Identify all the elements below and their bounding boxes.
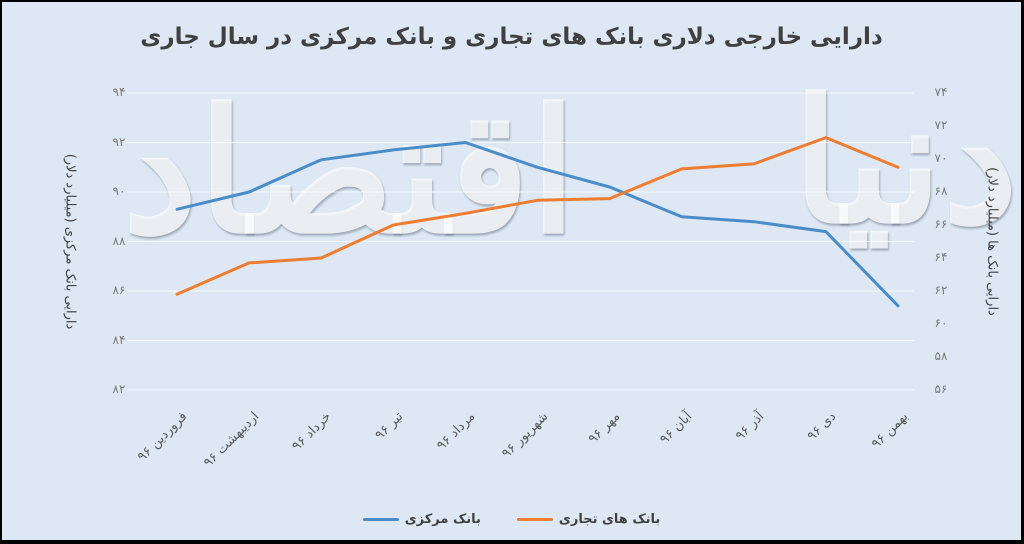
right-tick-label: ۵۶ <box>934 382 948 396</box>
legend-item-commercial[interactable]: بانک های تجاری <box>516 512 661 527</box>
legend-swatch-central <box>362 518 399 521</box>
right-tick-label: ۷۴ <box>934 85 948 99</box>
right-tick-label: ۶۸ <box>934 184 948 198</box>
legend: بانک های تجاری بانک مرکزی <box>2 512 1021 527</box>
left-tick-label: ۸۶ <box>112 283 126 297</box>
right-tick-label: ۷۰ <box>934 151 948 165</box>
series-line-central <box>175 141 900 308</box>
chart-title: دارایی خارجی دلاری بانک های تجاری و بانک… <box>140 24 883 50</box>
right-axis-title: دارایی بانک ها (میلیارد دلار) <box>984 167 1000 316</box>
left-tick-label: ۸۲ <box>112 382 126 396</box>
left-tick-label: ۹۰ <box>112 184 126 198</box>
right-tick-label: ۶۲ <box>934 283 948 297</box>
left-tick-label: ۹۴ <box>112 85 126 99</box>
left-tick-label: ۹۲ <box>112 134 126 149</box>
right-tick-label: ۶۴ <box>934 250 948 264</box>
legend-label-central: بانک مرکزی <box>404 512 481 527</box>
legend-swatch-commercial <box>516 518 553 521</box>
left-tick-label: ۸۴ <box>112 332 126 347</box>
right-tick-label: ۶۶ <box>934 217 948 231</box>
right-tick-label: ۶۰ <box>934 316 948 330</box>
legend-label-commercial: بانک های تجاری <box>558 512 661 527</box>
left-axis-title: دارایی بانک مرکزی (میلیارد دلار) <box>62 153 78 330</box>
right-tick-label: ۵۸ <box>934 349 948 363</box>
series-line-commercial <box>175 136 900 296</box>
legend-item-central[interactable]: بانک مرکزی <box>362 512 481 527</box>
left-tick-label: ۸۸ <box>112 233 126 248</box>
right-tick-label: ۷۲ <box>934 118 948 132</box>
gridlines <box>127 92 914 391</box>
